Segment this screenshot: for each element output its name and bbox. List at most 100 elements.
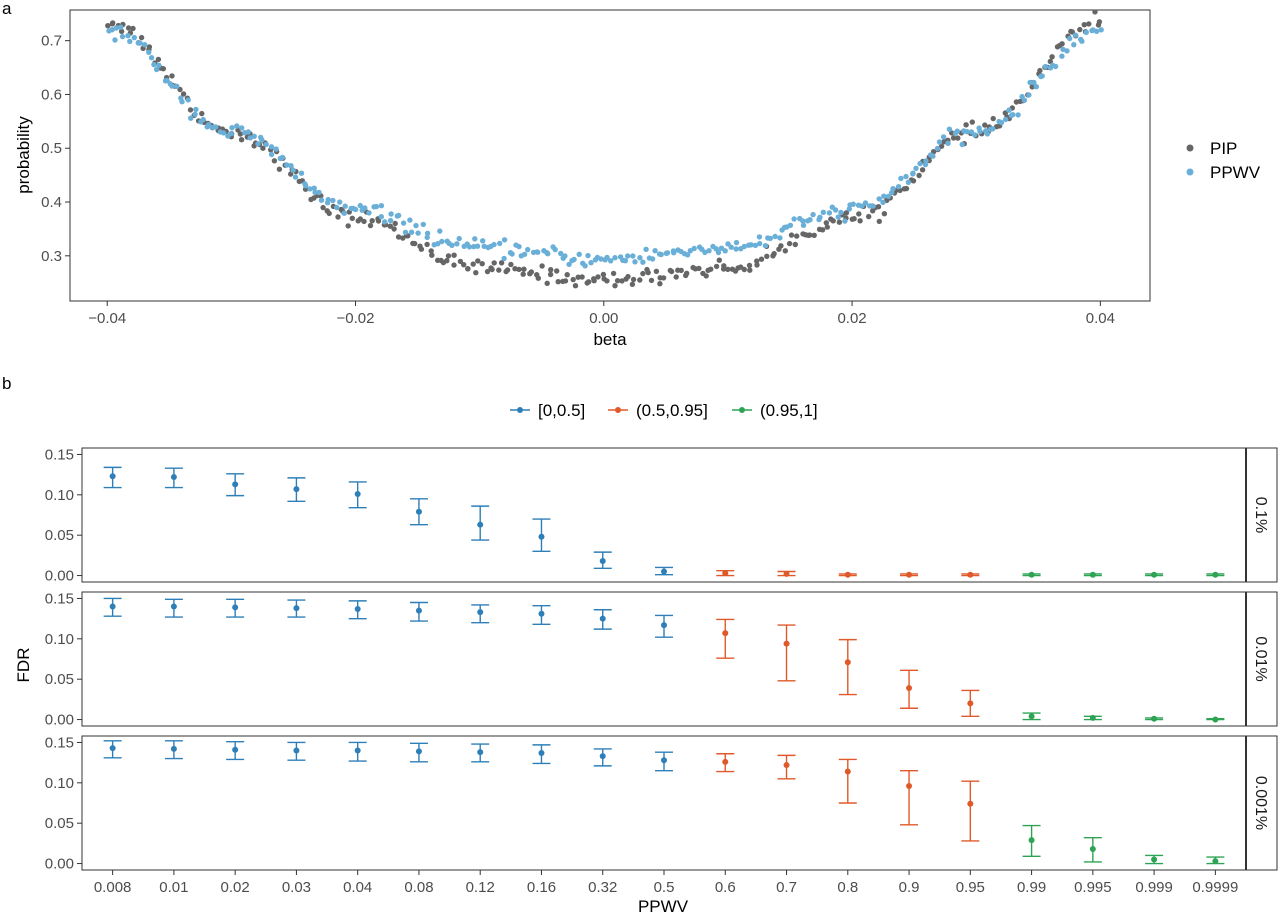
scatter-point-pip [625,273,631,280]
scatter-point-pip [857,218,863,224]
scatter-point-pip [562,278,569,284]
mean-point [1151,715,1158,722]
scatter-point-ppwv [1010,112,1016,118]
mean-point [109,473,116,480]
scatter-point-ppwv [859,203,865,209]
mean-point [538,533,545,540]
mean-point [1212,858,1219,865]
scatter-point-ppwv [640,259,646,265]
scatter-point-pip [595,274,601,280]
scatter-point-pip [548,267,554,273]
panel-a-axes: −0.04 −0.02 0.00 0.02 0.04 0.3 0.4 0.5 0.6 0.7 [41,33,1115,327]
scatter-point-pip [1077,26,1083,33]
scatter-point-ppwv [316,189,322,196]
scatter-point-ppwv [940,134,947,140]
scatter-point-ppwv [213,124,219,130]
y-tick-label: 0.05 [45,671,74,688]
panel-b-legend: [0,0.5] (0.5,0.95] (0.95,1] [510,401,818,420]
scatter-point-pip [916,172,922,179]
scatter-point-ppwv [239,125,245,131]
scatter-point-ppwv [142,42,148,48]
scatter-point-pip [725,266,731,272]
scatter-point-ppwv [342,203,348,209]
scatter-point-ppwv [303,183,309,189]
scatter-point-ppwv [585,252,591,259]
scatter-point-pip [320,204,326,211]
scatter-point-pip [504,267,511,273]
scatter-point-pip [836,219,843,225]
scatter-point-ppwv [630,253,636,259]
scatter-point-pip [512,266,518,272]
scatter-point-pip [429,252,435,258]
scatter-point-ppwv [330,197,336,204]
scatter-point-pip [604,278,610,284]
scatter-point-ppwv [1052,63,1059,70]
mean-point [1212,571,1219,578]
scatter-point-pip [668,268,675,275]
scatter-point-pip [498,260,505,266]
scatter-point-ppwv [800,222,807,228]
scatter-point-pip [1081,22,1088,28]
scatter-point-ppwv [387,217,394,224]
scatter-point-pip [851,216,857,222]
scatter-point-ppwv [298,170,305,176]
scatter-point-ppwv [1031,79,1037,86]
scatter-point-ppwv [420,221,426,228]
scatter-point-pip [758,256,765,262]
scatter-point-ppwv [850,201,856,207]
mean-point [783,640,790,647]
scatter-point-ppwv [151,61,157,68]
scatter-point-pip [721,263,727,269]
y-tick-label: 0.15 [45,734,74,751]
scatter-point-pip [919,167,926,173]
scatter-point-ppwv [205,122,212,128]
scatter-point-pip [747,267,753,273]
scatter-point-ppwv [670,248,677,254]
scatter-point-pip [708,266,714,272]
scatter-point-ppwv [588,260,594,266]
x-tick-label: 0.999 [1135,879,1173,896]
x-tick-label: 0.95 [956,879,985,896]
scatter-point-pip [811,232,817,238]
mean-point [1151,856,1158,863]
scatter-point-ppwv [1026,92,1032,98]
mean-point [415,607,422,614]
mean-point [293,486,300,493]
scatter-point-ppwv [752,242,759,249]
scatter-point-ppwv [535,249,541,255]
scatter-point-ppwv [876,196,882,202]
scatter-point-pip [876,218,882,225]
scatter-point-ppwv [1021,97,1028,103]
scatter-point-ppwv [643,246,649,252]
mean-point [1089,714,1096,721]
mean-point [477,749,484,756]
y-tick-label: 0.4 [41,194,62,211]
legend-label: [0,0.5] [538,401,585,420]
scatter-point-ppwv [501,237,508,243]
scatter-point-ppwv [990,126,996,132]
scatter-point-ppwv [649,256,656,262]
scatter-point-ppwv [954,128,960,134]
mean-point [722,630,729,637]
scatter-point-ppwv [658,251,664,258]
scatter-point-ppwv [284,162,290,168]
x-tick-label: 0.02 [221,879,250,896]
x-tick-label: 0.995 [1074,879,1112,896]
scatter-point-ppwv [945,140,951,146]
scatter-point-ppwv [424,234,430,241]
scatter-point-ppwv [741,243,747,250]
scatter-point-pip [637,277,643,283]
scatter-point-ppwv [604,254,610,261]
scatter-point-ppwv [402,229,409,235]
legend-label: (0.5,0.95] [636,401,708,420]
scatter-point-pip [349,215,355,221]
scatter-point-ppwv [234,123,240,129]
scatter-point-ppwv [566,261,572,268]
scatter-point-pip [703,273,709,279]
scatter-point-ppwv [733,246,739,252]
mean-point [109,603,116,610]
scatter-point-ppwv [200,116,206,123]
facet-2: 0.01% 0.00 0.05 0.10 0.15 [45,590,1278,729]
scatter-point-ppwv [491,241,497,248]
scatter-point-ppwv [229,125,235,131]
